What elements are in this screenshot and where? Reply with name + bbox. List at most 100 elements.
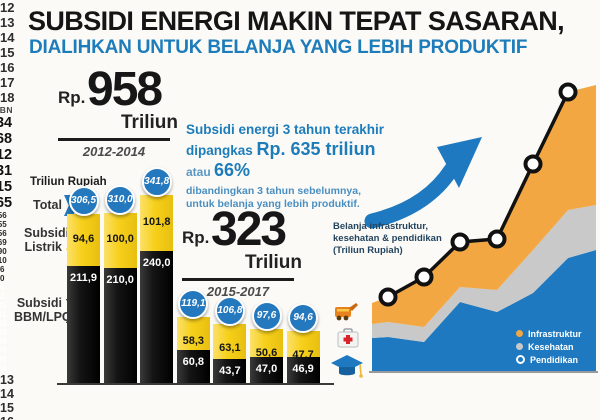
total-data-point: 119,1 [178, 289, 209, 320]
spending-data-point [450, 232, 470, 252]
spending-data-point [487, 229, 507, 249]
callout-amount: Rp. 635 triliun [256, 139, 376, 159]
bar-listrik-2013 [103, 212, 137, 268]
kesehatan-value: 60 [0, 274, 5, 283]
bar-bbm-value: 60,8 [182, 355, 204, 368]
x-axis-year: 2015 [0, 45, 15, 60]
spending-data-point [378, 287, 398, 307]
page-subtitle: DIALIHKAN UNTUK BELANJA YANG LEBIH PRODU… [29, 37, 528, 58]
x-axis-year: 2017 [0, 75, 15, 90]
bar-bbm-2012 [67, 266, 100, 383]
infrastruktur-value: 410 [0, 256, 7, 265]
bar-listrik-value: 58,3 [182, 335, 204, 348]
stat-2012-2014: Rp. 958 Triliun 2012-2014 [58, 63, 178, 162]
bar-bbm-2013 [103, 267, 137, 383]
health-kit-icon [337, 328, 359, 348]
callout-atau: atau [186, 165, 215, 179]
bar-listrik-value: 101,8 [142, 216, 171, 228]
legend-label: Kesehatan [528, 341, 574, 352]
graduation-cap-icon [331, 355, 363, 378]
total-data-point: 341,8 [141, 167, 172, 197]
pendidikan-value: 332 [0, 319, 7, 328]
pendidikan-value: 370 [0, 346, 7, 355]
x-axis-year: 2012 [0, 0, 15, 15]
infrastruktur-value: 390 [0, 247, 7, 256]
pendidikan-value: 390 [0, 337, 7, 346]
spending-data-point [414, 267, 434, 287]
right-x-axis-year: 2013 [0, 373, 14, 387]
bar-bbm-2017 [250, 357, 283, 383]
infrastruktur-swatch-icon [516, 330, 523, 337]
legend-bbm-label: Subsidi BBM/LPG [14, 296, 72, 324]
stat1-unit: Triliun [121, 112, 178, 133]
bar-bbm-2014 [140, 251, 174, 383]
bar-bbm-value: 211,9 [70, 272, 97, 285]
savings-callout: Subsidi energi 3 tahun terakhir dipangka… [186, 122, 396, 211]
total-data-point: 94,6 [288, 302, 319, 333]
right-chart-description: Belanja infrastruktur, kesehatan & pendi… [333, 221, 442, 256]
x-axis-year: 2018 [0, 90, 15, 105]
total-value: 106,8 [217, 305, 243, 317]
bar-bbm-value: 210,0 [106, 273, 134, 286]
callout-line1: Subsidi energi 3 tahun terakhir [186, 122, 385, 137]
stat1-rule [58, 138, 170, 141]
bar-bbm-value: 43,7 [219, 364, 241, 377]
stat1-currency: Rp. [58, 88, 86, 107]
bar-listrik-2017 [250, 329, 283, 358]
bar-bbm-2016 [213, 358, 247, 383]
stat1-value: 958 [87, 63, 163, 116]
total-spending-value: 712 [0, 147, 13, 163]
total-value: 310,0 [107, 193, 133, 205]
legend-label: Pendidikan [530, 354, 579, 365]
right-x-axis-year: 2014 [0, 387, 14, 401]
stat2-currency: Rp. [182, 228, 210, 247]
bar-listrik-2015 [176, 317, 210, 350]
callout-percent: 66% [214, 160, 251, 180]
bar-bbm-2015 [176, 349, 210, 383]
bar-listrik-value: 94,6 [72, 233, 95, 246]
total-value: 341,8 [144, 176, 170, 187]
total-spending-value: 568 [0, 131, 13, 147]
kesehatan-value: 92 [0, 292, 5, 301]
total-data-point: 106,8 [214, 296, 245, 327]
stat2-unit: Triliun [245, 252, 302, 273]
page-title: SUBSIDI ENERGI MAKIN TEPAT SASARAN, [28, 6, 565, 36]
callout-line2: dipangkas Rp. 635 triliun atau 66% [186, 139, 396, 181]
total-value: 97,6 [256, 310, 277, 322]
bar-bbm-value: 240,0 [142, 257, 171, 269]
total-data-point: 310,0 [105, 184, 136, 215]
bar-listrik-2016 [213, 324, 247, 359]
stat-2015-2017: Rp. 323 Triliun 2015-2017 [182, 203, 302, 302]
infrastruktur-value: 269 [0, 238, 7, 247]
legend-total-label: Total [33, 198, 62, 212]
bar-bbm-2018 [286, 357, 320, 383]
total-value: 119,1 [181, 298, 206, 310]
total-data-point: 306,5 [68, 186, 99, 217]
right-x-axis-year: 2015 [0, 401, 14, 415]
infrastructure-icon [335, 303, 358, 321]
bar-listrik-value: 100,0 [106, 233, 134, 245]
bar-listrik-2012 [67, 214, 100, 267]
kesehatan-swatch-icon [516, 343, 523, 350]
kesehatan-value: 46 [0, 265, 5, 274]
spending-data-point [558, 82, 578, 102]
bar-listrik-value: 47,7 [292, 348, 314, 361]
x-axis-year: 2013 [0, 15, 15, 30]
total-spending-value: 731 [0, 163, 13, 179]
spending-data-point [523, 154, 543, 174]
right-chart-legend: Infrastruktur Kesehatan Pendidikan [516, 327, 582, 366]
infrastruktur-value: 256 [0, 229, 7, 238]
x-axis-year: 2014 [0, 30, 15, 45]
stat2-period: 2015-2017 [206, 284, 270, 299]
pendidikan-value: 353 [0, 328, 7, 337]
bar-listrik-value: 50,6 [255, 347, 278, 360]
total-value: 306,5 [70, 195, 97, 207]
area-kesehatan [372, 205, 596, 342]
area-pendidikan [372, 250, 596, 371]
legend-label: Infrastruktur [528, 328, 582, 339]
total-value: 94,6 [293, 311, 313, 323]
callout-lead: dipangkas [186, 143, 257, 158]
kesehatan-value: 105 [0, 301, 7, 310]
total-spending-value: 534 [0, 115, 13, 131]
